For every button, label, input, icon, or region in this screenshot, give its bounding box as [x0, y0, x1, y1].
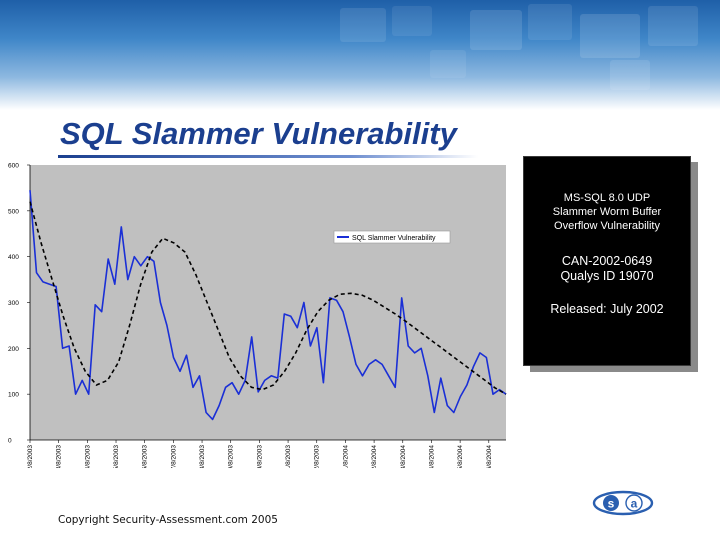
- y-tick-label: 0: [8, 438, 12, 445]
- x-tick-label: 6/8/2003: [142, 445, 149, 468]
- x-tick-label: 12/8/2003: [314, 445, 321, 468]
- logo-circle-left: [603, 495, 619, 511]
- header-banner: [0, 0, 720, 110]
- trend-line: [29, 201, 507, 395]
- x-tick-label: 2/8/2003: [27, 445, 34, 468]
- company-logo: s a: [592, 490, 654, 516]
- logo-letter: a: [631, 497, 638, 511]
- legend-box: [333, 230, 451, 244]
- qualys-id: Qualys ID 19070: [560, 269, 654, 283]
- banner-decoration: [470, 10, 522, 50]
- banner-decoration: [528, 4, 572, 40]
- x-tick-label: 2/8/2004: [371, 445, 378, 468]
- y-axis: 0 100 200 300 400 500 600: [8, 163, 31, 445]
- series-layer: [29, 190, 507, 421]
- logo-letter: s: [608, 497, 615, 511]
- banner-decoration: [610, 60, 650, 90]
- x-tick-label: 4/8/2004: [428, 445, 435, 468]
- logo-circle-right: [625, 494, 643, 512]
- vulnerability-info-box: MS-SQL 8.0 UDP Slammer Worm Buffer Overf…: [523, 156, 691, 366]
- y-tick-label: 400: [8, 254, 19, 261]
- x-tick-label: 3/8/2004: [400, 445, 407, 468]
- banner-decoration: [392, 6, 432, 36]
- slide-title: SQL Slammer Vulnerability: [60, 116, 457, 151]
- banner-decoration: [580, 14, 640, 58]
- x-tick-label: 9/8/2003: [228, 445, 235, 468]
- y-tick-label: 300: [8, 300, 19, 307]
- x-tick-label: 3/8/2003: [56, 445, 63, 468]
- info-line: Slammer Worm Buffer: [552, 206, 662, 218]
- cve-id: CAN-2002-0649: [561, 254, 653, 268]
- y-tick-label: 500: [8, 208, 19, 215]
- banner-decoration: [648, 6, 698, 46]
- x-tick-label: 5/8/2003: [113, 445, 120, 468]
- y-tick-label: 100: [8, 392, 19, 399]
- banner-decoration: [340, 8, 386, 42]
- x-axis: 2/8/2003 3/8/2003 4/8/2003 5/8/2003 6/8/2003…: [27, 439, 506, 468]
- y-tick-label: 200: [8, 346, 19, 353]
- x-tick-label: 5/8/2004: [457, 445, 464, 468]
- x-tick-label: 6/8/2004: [486, 445, 493, 468]
- logo-ring: [592, 490, 654, 516]
- info-line: MS-SQL 8.0 UDP: [563, 192, 651, 204]
- legend-label: SQL Slammer Vulnerability: [352, 235, 436, 242]
- x-tick-label: 1/8/2004: [342, 445, 349, 468]
- x-tick-label: 10/8/2003: [256, 445, 263, 468]
- x-tick-label: 8/8/2003: [199, 445, 206, 468]
- copyright-text: Copyright Security-Assessment.com 2005: [58, 514, 278, 526]
- release-date: Released: July 2002: [550, 302, 664, 316]
- y-tick-label: 600: [8, 163, 19, 170]
- vulnerability-chart: 0 100 200 300 400 500 600 2/8/2003 3/8/2003 4/8/…: [8, 163, 507, 468]
- x-tick-label: 7/8/2003: [170, 445, 177, 468]
- series-line-sql-slammer: [29, 190, 507, 421]
- title-underline: [58, 155, 478, 158]
- x-tick-label: 4/8/2003: [84, 445, 91, 468]
- x-tick-label: 11/8/2003: [285, 445, 292, 468]
- banner-decoration: [430, 50, 466, 78]
- plot-area: [30, 165, 506, 440]
- chart-legend: SQL Slammer Vulnerability: [333, 230, 451, 244]
- info-line: Overflow Vulnerability: [554, 220, 660, 232]
